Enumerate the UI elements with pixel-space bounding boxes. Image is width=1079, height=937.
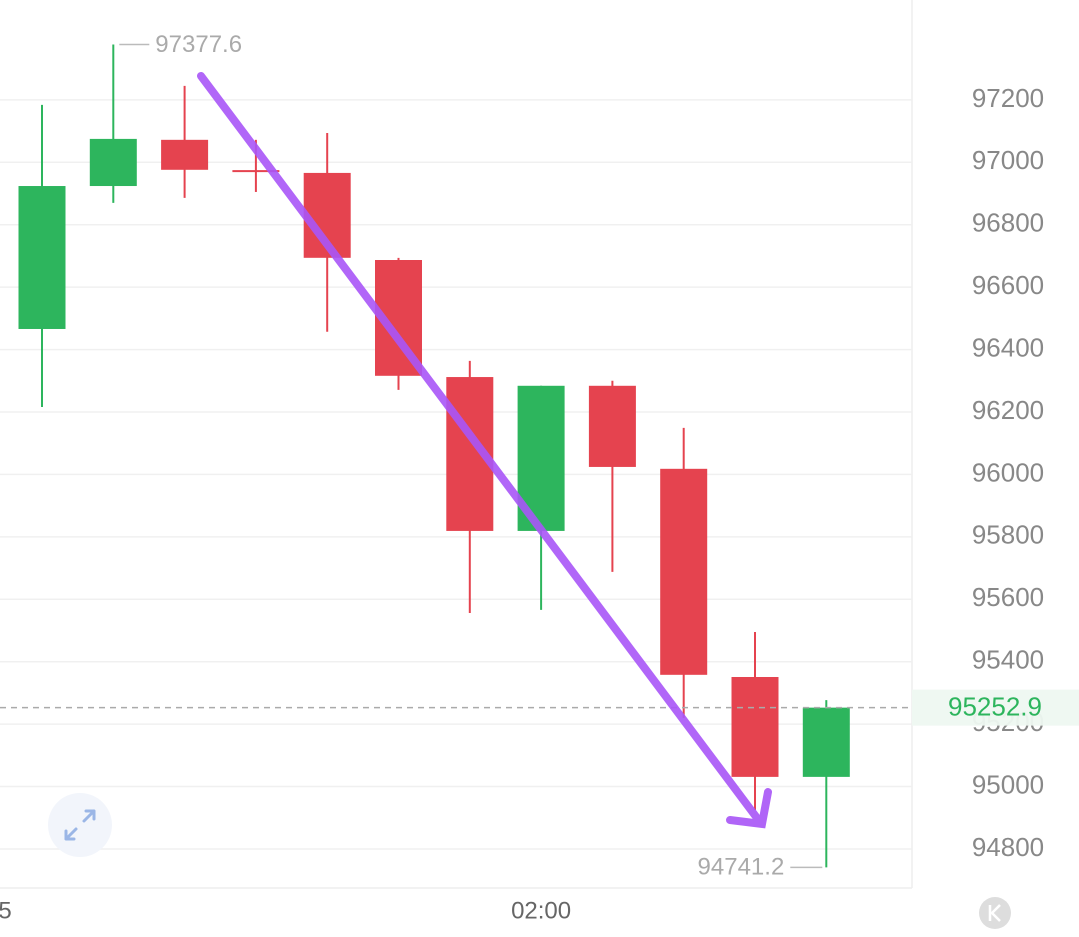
candles (18, 44, 850, 868)
candle-body (161, 139, 209, 170)
candle-body (18, 186, 66, 329)
last-price-label: 95252.9 (948, 691, 1042, 721)
y-tick-label: 96800 (972, 208, 1044, 238)
x-tick-label: 02:00 (511, 897, 571, 924)
labels: 9480095000952009540095600958009600096200… (0, 31, 1079, 924)
arrow-shaft (197, 72, 764, 826)
candle-body (89, 138, 137, 187)
expand-icon[interactable] (64, 809, 96, 841)
y-tick-label: 97200 (972, 83, 1044, 113)
scroll-latest-button[interactable] (979, 897, 1011, 929)
latest-icon[interactable] (988, 904, 1001, 922)
x-tick-label: 5 (0, 897, 12, 924)
y-tick-label: 94800 (972, 832, 1044, 862)
max-label: 97377.6 (155, 31, 242, 58)
arrow-head (726, 788, 772, 829)
latest-bg[interactable] (979, 897, 1011, 929)
y-tick-label: 95600 (972, 582, 1044, 612)
expand-bg[interactable] (48, 793, 112, 857)
min-label: 94741.2 (698, 854, 785, 881)
candle-body (802, 707, 850, 777)
y-tick-label: 95000 (972, 769, 1044, 799)
last-price-box (912, 689, 1079, 726)
trend-arrow (197, 72, 772, 829)
y-tick-label: 95400 (972, 645, 1044, 675)
candle-body (588, 385, 636, 467)
y-tick-label: 96600 (972, 270, 1044, 300)
candle-body (232, 170, 280, 173)
y-tick-label: 97000 (972, 145, 1044, 175)
y-tick-label: 96000 (972, 457, 1044, 487)
candle-body (660, 468, 708, 675)
y-tick-label: 96400 (972, 332, 1044, 362)
y-tick-label: 96200 (972, 395, 1044, 425)
expand-button[interactable] (48, 793, 112, 857)
candle-body (731, 677, 779, 777)
y-tick-label: 95800 (972, 520, 1044, 550)
